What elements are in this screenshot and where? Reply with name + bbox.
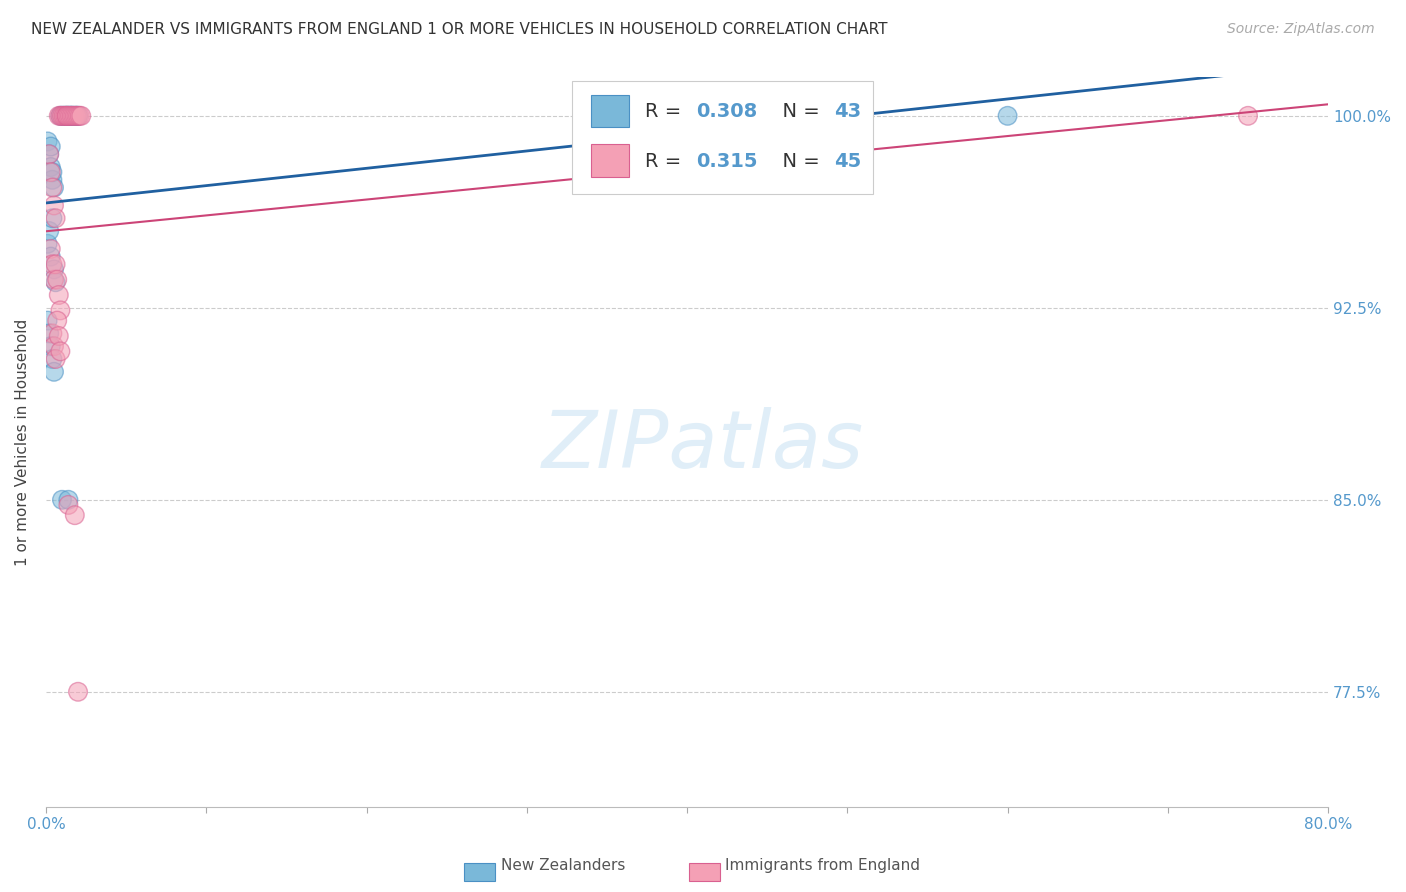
Point	[42, 339, 65, 353]
Text: 0.308: 0.308	[696, 102, 758, 121]
Point	[42, 262, 65, 277]
Point	[41, 257, 63, 271]
Point	[53, 109, 76, 123]
Text: Immigrants from England: Immigrants from England	[725, 858, 921, 872]
Point	[37, 236, 59, 251]
Point	[63, 109, 86, 123]
Point	[66, 109, 89, 123]
Point	[60, 109, 83, 123]
Point	[53, 109, 76, 123]
Y-axis label: 1 or more Vehicles in Household: 1 or more Vehicles in Household	[15, 318, 30, 566]
Point	[42, 180, 65, 194]
Point	[56, 109, 79, 123]
Point	[62, 109, 84, 123]
Point	[66, 109, 89, 123]
Text: 0.315: 0.315	[696, 152, 758, 170]
Point	[56, 109, 79, 123]
FancyBboxPatch shape	[591, 95, 630, 128]
Point	[41, 180, 63, 194]
Point	[46, 313, 69, 327]
Point	[46, 273, 69, 287]
Point	[66, 685, 89, 699]
Point	[51, 492, 73, 507]
Point	[70, 109, 93, 123]
Text: Source: ZipAtlas.com: Source: ZipAtlas.com	[1227, 22, 1375, 37]
Text: 43: 43	[835, 102, 862, 121]
Point	[1237, 109, 1260, 123]
Point	[58, 109, 80, 123]
Point	[49, 344, 72, 359]
Point	[59, 109, 82, 123]
Point	[41, 165, 63, 179]
Point	[45, 351, 67, 366]
FancyBboxPatch shape	[591, 145, 630, 178]
Point	[60, 109, 83, 123]
Point	[42, 198, 65, 212]
Point	[41, 351, 63, 366]
Point	[65, 109, 87, 123]
Point	[45, 257, 67, 271]
Point	[38, 326, 60, 341]
Point	[38, 147, 60, 161]
Point	[49, 109, 72, 123]
Text: N =: N =	[770, 152, 827, 170]
Point	[39, 165, 62, 179]
FancyBboxPatch shape	[572, 81, 873, 194]
Point	[41, 326, 63, 341]
Point	[58, 498, 80, 512]
Point	[39, 339, 62, 353]
Point	[37, 313, 59, 327]
Point	[45, 275, 67, 289]
Text: R =: R =	[645, 152, 688, 170]
Point	[63, 109, 86, 123]
Point	[38, 147, 60, 161]
Point	[59, 109, 82, 123]
Point	[52, 109, 75, 123]
Point	[49, 303, 72, 318]
Point	[56, 109, 79, 123]
Point	[52, 109, 75, 123]
Text: NEW ZEALANDER VS IMMIGRANTS FROM ENGLAND 1 OR MORE VEHICLES IN HOUSEHOLD CORRELA: NEW ZEALANDER VS IMMIGRANTS FROM ENGLAND…	[31, 22, 887, 37]
Point	[39, 250, 62, 264]
Point	[41, 173, 63, 187]
Point	[63, 508, 86, 523]
Point	[56, 109, 79, 123]
Point	[37, 135, 59, 149]
Point	[48, 329, 70, 343]
Text: N =: N =	[770, 102, 827, 121]
Point	[39, 139, 62, 153]
Text: 45: 45	[835, 152, 862, 170]
Point	[60, 109, 83, 123]
Text: R =: R =	[645, 102, 688, 121]
Point	[42, 273, 65, 287]
Text: New Zealanders: New Zealanders	[501, 858, 624, 872]
Point	[65, 109, 87, 123]
Point	[48, 288, 70, 302]
Point	[39, 242, 62, 256]
Point	[65, 109, 87, 123]
Point	[41, 211, 63, 226]
Point	[39, 160, 62, 174]
Point	[58, 492, 80, 507]
Point	[38, 224, 60, 238]
Point	[51, 109, 73, 123]
Point	[45, 211, 67, 226]
Point	[59, 109, 82, 123]
Point	[48, 109, 70, 123]
Point	[58, 109, 80, 123]
Point	[69, 109, 91, 123]
Point	[42, 365, 65, 379]
Text: ZIPatlas: ZIPatlas	[541, 407, 865, 485]
Point	[62, 109, 84, 123]
Point	[49, 109, 72, 123]
Point	[997, 109, 1019, 123]
Point	[51, 109, 73, 123]
